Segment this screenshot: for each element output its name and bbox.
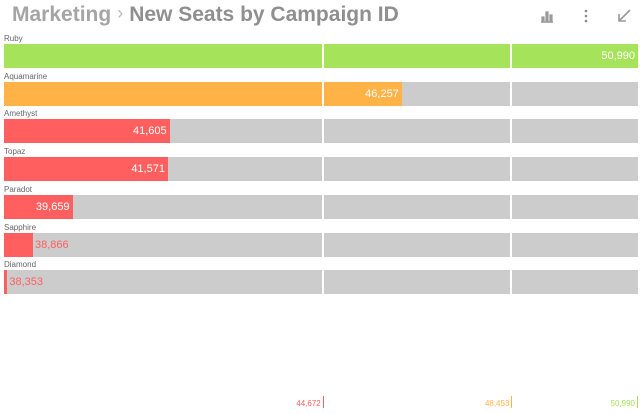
bar[interactable]	[4, 44, 638, 68]
bar-track[interactable]: 41,605	[4, 119, 638, 144]
threshold-label: 48,453	[484, 399, 510, 408]
data-label: 38,353	[9, 276, 44, 289]
data-label: 39,659	[35, 200, 70, 213]
bar-track[interactable]: 39,659	[4, 194, 638, 219]
bar-chart-icon[interactable]	[536, 5, 558, 27]
threshold-label: 44,672	[296, 399, 321, 408]
bar[interactable]	[4, 81, 402, 106]
category-label: Amethyst	[4, 109, 38, 119]
breadcrumb-separator-icon: ›	[117, 3, 124, 23]
breadcrumb-parent[interactable]: Marketing	[12, 3, 112, 26]
bar[interactable]	[4, 232, 33, 257]
gridline	[321, 40, 324, 297]
bar-track[interactable]: 38,866	[4, 232, 638, 257]
data-label: 50,990	[601, 50, 635, 62]
threshold-tick	[637, 396, 638, 408]
collapse-icon[interactable]	[613, 5, 635, 27]
category-label: Paradot	[4, 184, 33, 194]
bar-chart: Ruby 50,990 Aquamarine 46,257 Amethyst 41,605…	[0, 34, 640, 414]
gridline	[510, 40, 513, 297]
threshold-label: 50,990	[610, 399, 635, 408]
category-label: Sapphire	[4, 222, 37, 232]
bar-track[interactable]: 50,990	[4, 44, 638, 68]
more-vertical-icon[interactable]	[575, 5, 597, 27]
bar[interactable]	[4, 270, 8, 295]
category-label: Topaz	[4, 147, 26, 157]
data-label: 41,605	[133, 125, 167, 138]
data-label: 46,257	[365, 87, 399, 100]
breadcrumb: Marketing › New Seats by Campaign ID	[12, 3, 399, 27]
bar-track[interactable]: 46,257	[4, 81, 638, 106]
category-label: Diamond	[4, 260, 37, 270]
bar-track[interactable]: 41,571	[4, 157, 638, 182]
threshold-tick	[511, 396, 513, 408]
data-label: 41,571	[131, 163, 165, 176]
bar[interactable]	[4, 119, 170, 144]
header: Marketing › New Seats by Campaign ID	[0, 0, 640, 32]
bar[interactable]	[4, 157, 168, 182]
data-label: 38,866	[34, 238, 69, 251]
category-label: Ruby	[4, 34, 23, 43]
category-label: Aquamarine	[4, 71, 48, 81]
page-title: New Seats by Campaign ID	[129, 3, 399, 26]
bar-track[interactable]: 38,353	[4, 270, 638, 295]
bar[interactable]	[4, 194, 73, 219]
threshold-tick	[322, 396, 324, 408]
